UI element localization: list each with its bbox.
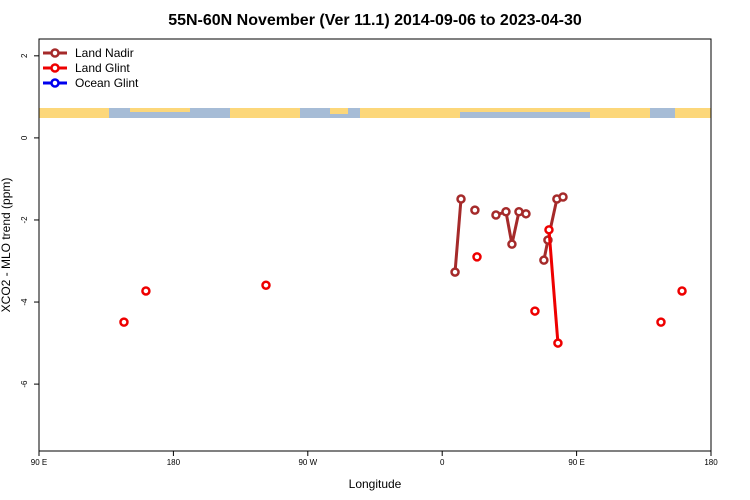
data-point bbox=[501, 207, 511, 217]
data-point bbox=[544, 225, 554, 235]
data-point bbox=[470, 205, 480, 215]
legend-marker bbox=[50, 78, 60, 88]
x-tick-label: 90 W bbox=[298, 458, 317, 467]
data-point bbox=[472, 252, 482, 262]
chart-title: 55N-60N November (Ver 11.1) 2014-09-06 t… bbox=[168, 12, 582, 29]
data-point bbox=[553, 338, 563, 348]
legend-label: Ocean Glint bbox=[75, 76, 139, 90]
x-axis-label: Longitude bbox=[349, 477, 402, 491]
data-point bbox=[507, 239, 517, 249]
x-tick-label: 90 E bbox=[568, 458, 584, 467]
x-tick-label: 0 bbox=[440, 458, 445, 467]
y-tick-label: -2 bbox=[20, 216, 29, 224]
legend-label: Land Glint bbox=[75, 61, 130, 75]
y-tick-label: 2 bbox=[20, 53, 29, 58]
x-tick-label: 180 bbox=[167, 458, 181, 467]
data-point bbox=[521, 209, 531, 219]
data-point bbox=[261, 280, 271, 290]
data-point bbox=[491, 210, 501, 220]
legend-label: Land Nadir bbox=[75, 46, 134, 60]
legend-marker bbox=[50, 48, 60, 58]
y-axis-label: XCO2 - MLO trend (ppm) bbox=[0, 178, 13, 313]
data-point bbox=[558, 192, 568, 202]
legend-marker bbox=[50, 63, 60, 73]
data-point bbox=[456, 194, 466, 204]
map-strip bbox=[39, 108, 711, 118]
data-point bbox=[543, 235, 553, 245]
x-tick-label: 90 E bbox=[31, 458, 47, 467]
data-point bbox=[539, 255, 549, 265]
data-point bbox=[119, 317, 129, 327]
data-point bbox=[141, 286, 151, 296]
data-point bbox=[677, 286, 687, 296]
x-tick-label: 180 bbox=[704, 458, 718, 467]
y-tick-label: -4 bbox=[20, 298, 29, 306]
data-point bbox=[530, 306, 540, 316]
plot-frame bbox=[38, 38, 712, 452]
y-tick-label: 0 bbox=[20, 135, 29, 140]
data-point bbox=[450, 267, 460, 277]
data-point bbox=[656, 317, 666, 327]
y-tick-label: -6 bbox=[20, 380, 29, 388]
